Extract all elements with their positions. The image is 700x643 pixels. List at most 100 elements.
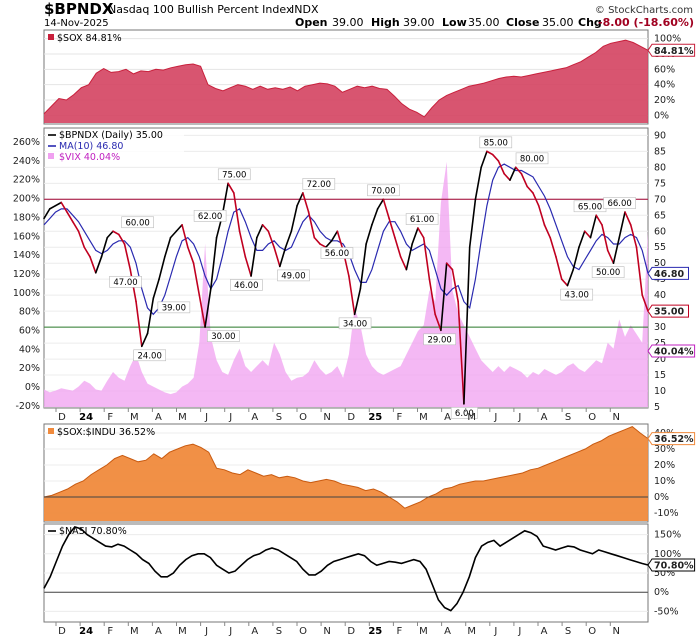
sox-line [43,39,649,118]
bpndx-segment [250,236,258,277]
bpndx-segment [503,172,511,181]
chart-header: $BPNDX Nasdaq 100 Bullish Percent Index … [44,0,694,29]
annotation-box [423,333,456,346]
bpndx-segment [451,268,459,303]
bpndx-segment [325,240,333,249]
annotation-box [302,178,336,190]
bpndx-segment [89,256,97,274]
annotation-label: 6.00 [455,409,474,419]
bpndx-segment [555,256,563,280]
right-tick-label: 70 [654,194,666,205]
bpndx-segment [629,224,638,249]
bpndx-segment [399,256,408,271]
x-tick-label: S [565,626,571,637]
bpndx-last-value-tag [647,304,689,318]
bpndx-segment [140,332,149,348]
x-tick-label: J [204,626,208,637]
ma-last-value-tag [647,266,689,280]
sox-last-value: 84.81% [654,46,694,57]
bpndx-segment [284,230,293,249]
annotation-box [109,275,142,288]
x-tick-label: O [588,626,596,637]
bpndx-segment [146,297,155,335]
annotation-label: 39.00 [162,303,186,313]
annotation-label: 34.00 [343,319,367,329]
nasi-last-value-tag [647,558,696,572]
chg-value: -8.00 (-18.60%) [598,16,694,29]
bpndx-segment [405,243,413,271]
bpndx-segment [601,224,609,252]
exchange: INDX [291,3,319,16]
annotation-box [133,349,166,362]
bpndx-segment [198,294,206,328]
x-tick-label: M [178,626,187,637]
annotation-label: 47.00 [113,278,137,288]
annotation-box [157,301,191,314]
right-tick-label: 75 [654,178,666,189]
right-tick-label: 30 [654,322,666,333]
legend-ma: MA(10) 46.80 [59,141,123,152]
x-tick-label: N [323,626,330,637]
x-tick-label: M [419,626,428,637]
bpndx-segment [537,204,546,226]
nasi-last-value: 70.80% [654,561,694,572]
annotation-label: 70.00 [371,186,395,196]
bpndx-segment [135,300,143,348]
bpndx-segment [244,256,252,277]
annotation-label: 56.00 [325,249,349,259]
x-tick-label: D [347,626,355,637]
bpndx-segment [468,198,477,249]
index-name: Nasdaq 100 Bullish Percent Index [108,3,293,16]
x-tick-label: S [276,626,282,637]
sox-last-value-tag [647,43,696,57]
right-tick-label: 65 [654,210,666,221]
ratio-panel: 40%30%20%10%0%-10%$SOX:$INDU 36.52%36.52… [43,426,696,521]
x-tick-label: A [444,412,451,423]
bpndx-segment [290,204,298,233]
x-tick-label: D [347,412,355,423]
x-tick-label: A [251,626,258,637]
y-tick-label: 150% [654,530,681,541]
bpndx-segment [417,227,425,239]
bpndx-segment [152,278,160,300]
ratio-last-value-tag [647,432,696,446]
left-tick-label: 0% [25,382,40,393]
x-axis-bottom: D 24 F M A M J J A S O N D 25 F M A M J J A S O N [55,622,620,637]
bpndx-segment [54,201,63,207]
bpndx-segment [388,217,396,239]
right-tick-label: 40 [654,290,666,301]
bpndx-last-value: 35.00 [654,307,684,318]
annotation-box [193,210,227,222]
bpndx-segment [486,150,494,156]
annotation-box [207,330,240,342]
sox-panel: 100%80%60%40%20%0%$SOX 84.81%84.81% [43,33,696,124]
bpndx-segment [520,172,529,188]
ratio-last-value: 36.52% [654,434,694,445]
left-tick-label: 40% [19,344,40,355]
bpndx-segment [238,230,247,258]
annotation-label: 75.00 [222,170,246,180]
x-axis-main: D 24 F M A M J J A S O N D 25 F M A M J J A S O N [55,408,620,423]
bpndx-segment [117,233,126,245]
annotation-box [121,216,154,229]
right-tick-label: 20 [654,354,666,365]
bpndx-segment [371,208,379,226]
bpndx-segment [164,236,172,258]
y-tick-label: 0% [654,587,669,598]
annotation-box [479,136,513,149]
y-tick-label: 0% [654,492,669,503]
bpndx-segment [578,230,586,249]
x-tick-label: D [58,412,66,423]
x-tick-label: A [155,412,162,423]
bpndx-segment [411,227,419,245]
bpndx-segment [60,201,68,213]
bpndx-segment [618,211,626,239]
annotation-label: 62.00 [198,212,222,222]
chg-label: Chg [578,16,602,29]
annotation-label: 43.00 [565,291,589,301]
bpndx-segment [549,236,557,258]
x-tick-label: N [323,412,330,423]
y-tick-label: 10% [654,476,675,487]
bpndx-segment [497,160,505,175]
